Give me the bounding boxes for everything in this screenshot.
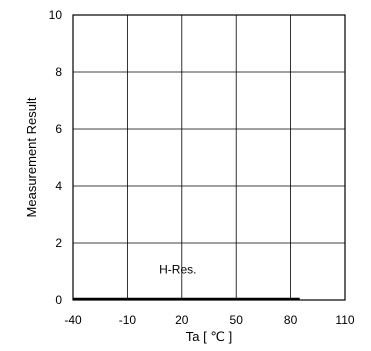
annotation-label: H-Res. <box>159 263 196 277</box>
y-tick-label: 10 <box>49 8 63 22</box>
annotations: H-Res. <box>159 263 196 277</box>
grid-lines <box>72 14 346 301</box>
plot-frame <box>72 14 346 301</box>
y-tick-label: 2 <box>55 236 62 250</box>
x-tick-label: -40 <box>64 313 82 327</box>
y-tick-label: 8 <box>55 65 62 79</box>
x-axis-label: Ta [ ℃ ] <box>186 329 232 344</box>
y-tick-label: 6 <box>55 122 62 136</box>
x-tick-label: 80 <box>284 313 298 327</box>
x-tick-label: 50 <box>230 313 244 327</box>
x-tick-label: -10 <box>119 313 137 327</box>
x-tick-label: 20 <box>175 313 189 327</box>
y-tick-label: 4 <box>55 179 62 193</box>
y-axis-label: Measurement Result <box>24 97 39 217</box>
x-tick-label: 110 <box>335 313 354 327</box>
y-tick-label: 0 <box>55 293 62 307</box>
tick-labels: -40 -10 20 50 80 110 0 2 4 6 8 10 <box>49 8 355 327</box>
